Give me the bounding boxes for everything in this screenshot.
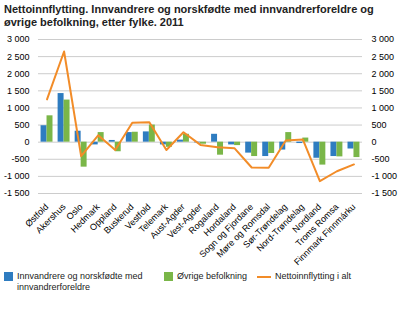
svg-text:Nordland: Nordland bbox=[290, 201, 324, 235]
svg-text:Finnmark Finnmárku: Finnmark Finnmárku bbox=[292, 202, 357, 267]
svg-text:-500: -500 bbox=[372, 154, 390, 164]
svg-text:2 000: 2 000 bbox=[372, 69, 395, 79]
svg-text:Nord-Trøndelag: Nord-Trøndelag bbox=[254, 201, 307, 254]
html-text:Innvandrere og norskfødte med: Innvandrere og norskfødte med innvandrer… bbox=[17, 271, 143, 292]
svg-text:Troms Romsa: Troms Romsa bbox=[293, 201, 341, 249]
svg-text:Rogaland: Rogaland bbox=[186, 201, 221, 236]
svg-text:2 500: 2 500 bbox=[372, 51, 395, 61]
svg-text:Sør-Trøndelag: Sør-Trøndelag bbox=[241, 201, 290, 250]
svg-text:Vest-Agder: Vest-Agder bbox=[165, 201, 204, 241]
svg-text:1 500: 1 500 bbox=[7, 86, 30, 96]
svg-text:Buskerud: Buskerud bbox=[101, 201, 136, 236]
svg-text:1 000: 1 000 bbox=[372, 103, 395, 113]
svg-text:1 000: 1 000 bbox=[7, 103, 30, 113]
svg-text:Vestfold: Vestfold bbox=[123, 201, 153, 232]
svg-text:Oslo: Oslo bbox=[64, 201, 85, 222]
html-text:Nettoinnflytting i alt: Nettoinnflytting i alt bbox=[275, 271, 352, 281]
svg-text:-1 500: -1 500 bbox=[372, 188, 398, 198]
svg-text:2 500: 2 500 bbox=[7, 51, 30, 61]
html-text:Øvrige befolkning: Øvrige befolkning bbox=[177, 271, 247, 281]
svg-text:-1 000: -1 000 bbox=[372, 171, 398, 181]
svg-text:Telemark: Telemark bbox=[137, 201, 170, 235]
svg-text:500: 500 bbox=[372, 120, 387, 130]
svg-text:0: 0 bbox=[24, 137, 29, 147]
svg-text:3 000: 3 000 bbox=[7, 34, 30, 44]
svg-text:Aust-Agder: Aust-Agder bbox=[148, 201, 187, 241]
svg-text:500: 500 bbox=[14, 120, 29, 130]
svg-text:Hordaland: Hordaland bbox=[201, 201, 239, 239]
svg-text:-1 000: -1 000 bbox=[4, 171, 30, 181]
svg-text:Oppland: Oppland bbox=[87, 201, 119, 233]
svg-text:2 000: 2 000 bbox=[7, 69, 30, 79]
html-text:Nettoinnflytting. Innvandrere: Nettoinnflytting. Innvandrere og norskfø… bbox=[4, 3, 374, 28]
svg-text:3 000: 3 000 bbox=[372, 34, 395, 44]
svg-text:1 500: 1 500 bbox=[372, 86, 395, 96]
svg-text:-1 500: -1 500 bbox=[4, 188, 30, 198]
svg-text:Hedmark: Hedmark bbox=[68, 201, 102, 235]
svg-text:Akershus: Akershus bbox=[34, 201, 68, 235]
svg-text:Sogn og Fjordane: Sogn og Fjordane bbox=[197, 201, 256, 260]
svg-text:Møre og Romsdal: Møre og Romsdal bbox=[214, 201, 273, 260]
svg-text:0: 0 bbox=[372, 137, 377, 147]
svg-text:-500: -500 bbox=[11, 154, 29, 164]
svg-text:Østfold: Østfold bbox=[23, 201, 51, 229]
